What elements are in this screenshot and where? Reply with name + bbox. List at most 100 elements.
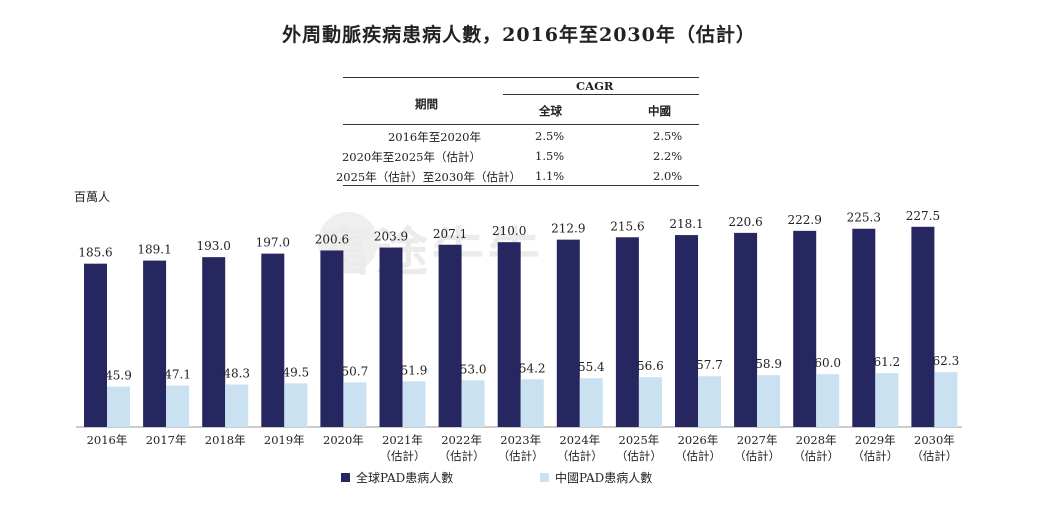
bar-china — [579, 378, 603, 427]
data-label-global: 215.6 — [610, 219, 644, 233]
table-rule — [343, 77, 699, 78]
row-china: 2.0% — [653, 169, 683, 183]
bar-china — [816, 374, 840, 427]
x-tick-label: 2018年 — [205, 433, 246, 447]
x-tick-label: 2016年 — [87, 433, 128, 447]
header-period: 期間 — [415, 97, 438, 111]
data-label-global: 189.1 — [137, 243, 171, 257]
header-china: 中國 — [648, 104, 671, 118]
x-tick-sublabel: （估計） — [734, 449, 780, 463]
legend-china: 中國PAD患病人數 — [540, 469, 652, 486]
bar-china — [757, 375, 781, 427]
bar-global — [675, 235, 698, 427]
data-label-china: 58.9 — [755, 357, 782, 371]
header-cagr: CAGR — [576, 79, 614, 93]
x-tick-sublabel: （估計） — [675, 449, 721, 463]
bar-china — [520, 379, 544, 427]
x-tick-sublabel: （估計） — [439, 449, 485, 463]
row-china: 2.2% — [653, 149, 683, 163]
bar-global — [734, 232, 758, 427]
data-label-global: 212.9 — [551, 222, 585, 236]
bar-china — [638, 377, 662, 427]
x-tick-label: 2026年 — [678, 433, 719, 447]
data-label-global: 193.0 — [197, 239, 231, 253]
bar-global — [793, 230, 817, 427]
bar-china — [343, 382, 367, 427]
bar-china — [461, 380, 485, 427]
chart-title: 外周動脈疾病患病人數，2016年至2030年（估計） — [282, 24, 756, 46]
row-period: 2016年至2020年 — [387, 130, 481, 144]
bar-global — [497, 242, 521, 427]
x-tick-label: 2027年 — [737, 433, 778, 447]
legend-label-global: 全球PAD患病人數 — [356, 471, 454, 485]
data-label-global: 210.0 — [492, 224, 526, 238]
bar-global — [143, 260, 167, 427]
data-label-china: 62.3 — [933, 354, 960, 368]
data-label-china: 51.9 — [401, 363, 428, 377]
x-tick-label: 2022年 — [441, 433, 482, 447]
x-tick-label: 2028年 — [796, 433, 837, 447]
data-label-global: 203.9 — [374, 230, 408, 244]
x-tick-sublabel: （估計） — [852, 449, 898, 463]
bar-global — [320, 250, 344, 427]
bar-china — [875, 373, 899, 427]
legend-label-china: 中國PAD患病人數 — [555, 471, 653, 485]
row-global: 2.5% — [535, 129, 565, 143]
row-period: 2020年至2025年（估計） — [341, 150, 481, 164]
bar-china — [225, 384, 249, 427]
y-axis-unit-label: 百萬人 — [74, 190, 111, 204]
x-tick-label: 2024年 — [559, 433, 600, 447]
data-label-china: 60.0 — [814, 356, 841, 370]
row-period: 2025年（估計）至2030年（估計） — [335, 170, 521, 184]
bar-china — [934, 372, 958, 427]
data-label-global: 220.6 — [728, 215, 762, 229]
x-tick-sublabel: （估計） — [498, 449, 544, 463]
x-tick-label: 2023年 — [500, 433, 541, 447]
data-label-global: 227.5 — [906, 209, 940, 223]
row-global: 1.5% — [535, 149, 565, 163]
bar-china — [402, 381, 426, 427]
row-china: 2.5% — [653, 129, 683, 143]
table-rule — [343, 185, 699, 186]
bar-global — [261, 253, 285, 427]
data-label-global: 218.1 — [669, 217, 703, 231]
bar-global — [379, 247, 403, 427]
x-tick-sublabel: （估計） — [911, 449, 957, 463]
bar-china — [166, 385, 190, 427]
bar-global — [911, 226, 935, 427]
bar-global — [202, 257, 226, 427]
data-label-china: 61.2 — [873, 355, 900, 369]
data-label-china: 55.4 — [578, 360, 605, 374]
legend-swatch-global — [341, 473, 350, 482]
data-label-global: 207.1 — [433, 227, 467, 241]
x-tick-label: 2021年 — [382, 433, 423, 447]
data-label-china: 57.7 — [696, 358, 723, 372]
x-tick-sublabel: （估計） — [616, 449, 662, 463]
bar-global — [852, 228, 876, 427]
bar-china — [107, 386, 130, 427]
legend-swatch-china — [540, 473, 549, 482]
data-label-china: 54.2 — [519, 361, 546, 375]
bar-global — [556, 239, 580, 427]
x-tick-label: 2019年 — [264, 433, 305, 447]
bar-china — [698, 376, 721, 427]
data-label-china: 49.5 — [282, 365, 309, 379]
data-label-china: 47.1 — [164, 368, 191, 382]
data-label-global: 200.6 — [315, 232, 349, 246]
bar-global — [615, 237, 639, 427]
x-tick-sublabel: （估計） — [557, 449, 603, 463]
x-tick-sublabel: （估計） — [793, 449, 839, 463]
bar-global — [84, 263, 107, 427]
table-rule — [343, 124, 699, 125]
data-label-china: 56.6 — [637, 359, 664, 373]
x-tick-label: 2025年 — [619, 433, 660, 447]
x-tick-label: 2017年 — [146, 433, 187, 447]
x-tick-label: 2020年 — [323, 433, 364, 447]
data-label-china: 45.9 — [105, 369, 132, 383]
x-tick-label: 2030年 — [914, 433, 955, 447]
table-rule — [503, 94, 699, 95]
data-label-global: 185.6 — [78, 246, 112, 260]
data-label-global: 222.9 — [788, 213, 822, 227]
data-label-china: 53.0 — [460, 362, 487, 376]
